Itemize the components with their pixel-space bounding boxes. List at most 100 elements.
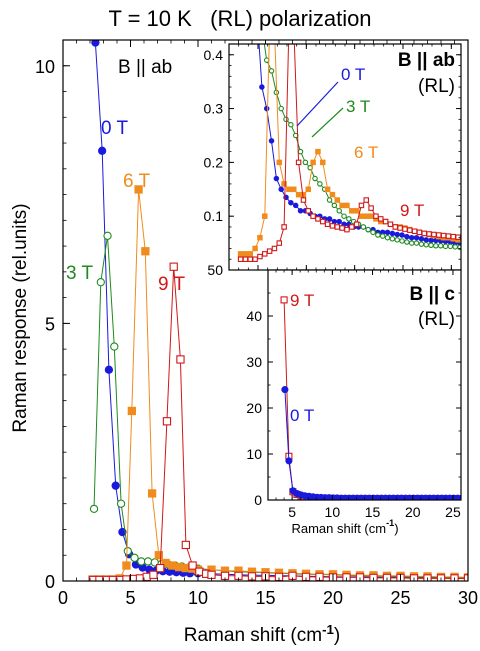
data-point (339, 202, 345, 209)
x-tick-label: 25 (445, 504, 461, 520)
data-point (442, 243, 449, 250)
data-point (334, 197, 341, 203)
data-point (418, 241, 425, 247)
data-point (392, 224, 399, 230)
data-point (103, 231, 112, 240)
data-point (302, 159, 309, 166)
data-point (122, 575, 131, 581)
data-point (104, 365, 114, 374)
data-point (273, 175, 280, 182)
series-label: 6 T (354, 143, 378, 162)
data-point (394, 231, 400, 238)
data-point (363, 197, 370, 203)
data-point (207, 570, 216, 579)
data-point (331, 218, 338, 225)
data-point (329, 223, 336, 229)
y-tick-label: 20 (246, 400, 262, 416)
data-point (358, 202, 365, 209)
data-point (455, 234, 461, 240)
data-point (428, 237, 434, 244)
data-point (346, 216, 352, 222)
data-point (344, 226, 350, 233)
series-label: 3 T (66, 263, 94, 284)
data-point (181, 563, 190, 573)
inset-x-axis-title: Raman shift (cm-1) (291, 518, 398, 536)
x-tick-label: 10 (188, 588, 208, 608)
series-3T (263, 44, 461, 251)
x-tick-label: 5 (288, 504, 296, 520)
data-point (423, 237, 429, 243)
data-point (288, 121, 294, 128)
data-point (149, 570, 158, 579)
data-point (281, 224, 287, 230)
x-tick-label: 25 (390, 588, 410, 608)
data-point (130, 553, 139, 562)
data-point (292, 202, 299, 209)
data-point (276, 240, 283, 246)
data-point (188, 561, 197, 570)
data-point (431, 231, 437, 238)
x-axis-title: Raman shift (cm-1) (184, 622, 340, 646)
data-point (440, 232, 447, 239)
data-point (288, 199, 294, 206)
series-9T (237, 44, 461, 262)
data-point (162, 417, 172, 426)
data-point (370, 229, 376, 236)
data-point (259, 84, 265, 90)
data-point (373, 213, 379, 219)
x-tick-label: 20 (405, 504, 421, 520)
data-point (123, 546, 132, 556)
data-point (143, 557, 153, 566)
data-point (326, 197, 333, 203)
data-point (310, 159, 316, 166)
data-point (262, 251, 268, 257)
data-point (452, 244, 458, 250)
data-point (402, 226, 408, 232)
data-point (445, 233, 452, 239)
data-point (315, 148, 321, 155)
panel-sublabel: (RL) (418, 309, 455, 330)
data-point (389, 236, 396, 242)
data-point (291, 186, 297, 193)
data-point (305, 208, 312, 214)
data-point (242, 251, 249, 257)
panel-label: B || ab (118, 57, 172, 78)
data-point (407, 227, 413, 233)
data-point (320, 159, 326, 166)
data-point (331, 202, 338, 209)
data-point (317, 181, 323, 187)
data-point (111, 481, 120, 490)
data-point (336, 208, 342, 214)
data-point (286, 186, 292, 193)
data-point (297, 208, 304, 214)
data-point (268, 68, 275, 74)
panel-label: B || c (410, 284, 456, 305)
series-label: 3 T (346, 97, 370, 116)
data-point (247, 256, 254, 262)
data-point (263, 105, 270, 112)
series-label: 6 T (123, 171, 151, 192)
data-point (285, 457, 293, 465)
data-point (278, 105, 284, 112)
data-point (315, 216, 321, 222)
data-point (116, 499, 126, 508)
data-point (329, 191, 336, 198)
data-point (257, 253, 263, 260)
data-point (174, 562, 184, 572)
data-point (237, 256, 244, 262)
data-point (181, 540, 190, 550)
x-tick-label: 15 (365, 504, 381, 520)
data-point (353, 208, 360, 214)
data-point (353, 221, 360, 228)
series-label: 9 T (158, 274, 186, 295)
data-point (154, 551, 163, 560)
data-point (280, 296, 288, 304)
data-point (310, 213, 316, 219)
data-point (408, 234, 415, 241)
data-point (295, 159, 302, 166)
x-tick-label: 0 (58, 588, 68, 608)
data-point (281, 386, 289, 394)
data-point (242, 256, 249, 262)
inset-top-panel: 0.1 0.2 0.3 0.4 50 B || ab (RL) 0 T 3 T 6 T 9 T (204, 43, 462, 278)
data-point (96, 278, 105, 287)
